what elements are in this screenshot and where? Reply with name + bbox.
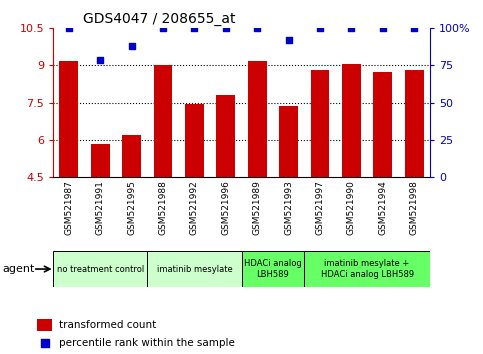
Point xyxy=(285,38,293,43)
Text: GSM521998: GSM521998 xyxy=(410,181,419,235)
FancyBboxPatch shape xyxy=(53,251,147,287)
Point xyxy=(191,25,199,31)
Point xyxy=(65,25,73,31)
Text: GSM521995: GSM521995 xyxy=(127,181,136,235)
Text: agent: agent xyxy=(2,264,35,274)
Text: percentile rank within the sample: percentile rank within the sample xyxy=(59,338,235,348)
Text: GSM521994: GSM521994 xyxy=(378,181,387,235)
Bar xyxy=(405,70,424,177)
Point xyxy=(411,25,418,31)
FancyBboxPatch shape xyxy=(242,251,304,287)
Point xyxy=(97,57,104,62)
Text: imatinib mesylate: imatinib mesylate xyxy=(156,264,232,274)
Bar xyxy=(248,61,267,177)
Text: GSM521997: GSM521997 xyxy=(315,181,325,235)
Point xyxy=(316,25,324,31)
Bar xyxy=(91,144,110,177)
Text: GSM521988: GSM521988 xyxy=(158,181,168,235)
Bar xyxy=(154,65,172,177)
Text: GSM521991: GSM521991 xyxy=(96,181,105,235)
Point xyxy=(253,25,261,31)
Bar xyxy=(311,70,329,177)
Point xyxy=(159,25,167,31)
Text: transformed count: transformed count xyxy=(59,320,156,330)
Text: imatinib mesylate +
HDACi analog LBH589: imatinib mesylate + HDACi analog LBH589 xyxy=(321,259,413,279)
Text: HDACi analog
LBH589: HDACi analog LBH589 xyxy=(244,259,302,279)
Text: GSM521993: GSM521993 xyxy=(284,181,293,235)
Bar xyxy=(59,61,78,177)
Text: GSM521996: GSM521996 xyxy=(221,181,230,235)
Point xyxy=(41,340,49,346)
Bar xyxy=(373,72,392,177)
Point xyxy=(348,25,355,31)
Text: GSM521989: GSM521989 xyxy=(253,181,262,235)
Bar xyxy=(122,135,141,177)
Text: GDS4047 / 208655_at: GDS4047 / 208655_at xyxy=(83,12,236,26)
Text: no treatment control: no treatment control xyxy=(57,264,144,274)
Point xyxy=(379,25,387,31)
Bar xyxy=(279,107,298,177)
FancyBboxPatch shape xyxy=(147,251,242,287)
Text: GSM521992: GSM521992 xyxy=(190,181,199,235)
Point xyxy=(128,43,135,49)
Bar xyxy=(342,64,361,177)
Bar xyxy=(37,319,53,331)
Text: GSM521987: GSM521987 xyxy=(64,181,73,235)
Text: GSM521990: GSM521990 xyxy=(347,181,356,235)
FancyBboxPatch shape xyxy=(304,251,430,287)
Point xyxy=(222,25,230,31)
Bar xyxy=(216,95,235,177)
Bar xyxy=(185,104,204,177)
